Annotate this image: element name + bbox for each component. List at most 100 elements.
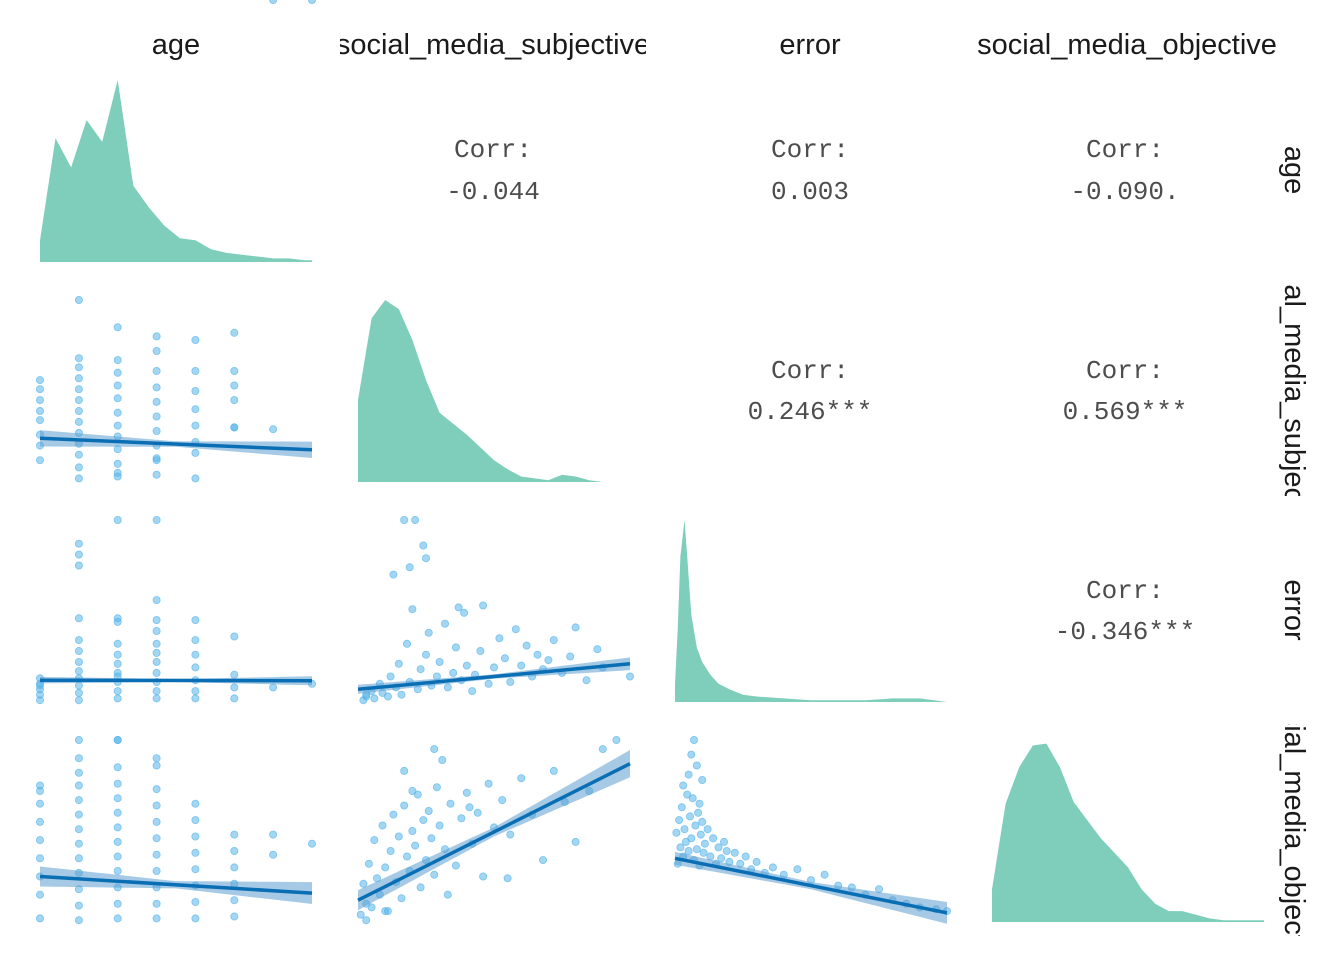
scatter-point	[720, 837, 729, 846]
scatter-point	[191, 663, 200, 672]
scatter-point	[413, 790, 422, 799]
scatter-point	[152, 914, 161, 923]
scatter-point	[113, 837, 122, 846]
scatter-point	[402, 852, 411, 861]
scatter-point	[113, 516, 122, 525]
density-age	[40, 80, 312, 262]
scatter-point	[74, 658, 83, 667]
scatter-point	[152, 383, 161, 392]
scatter-point	[269, 683, 278, 692]
column-label-social-media-subjective: social_media_subjective	[336, 29, 650, 61]
scatter-panel-2-0	[36, 516, 316, 705]
scatter-point	[152, 639, 161, 648]
scatter-point	[191, 474, 200, 483]
scatter-point	[113, 650, 122, 659]
scatter-point	[74, 839, 83, 848]
scatter-point	[703, 825, 712, 834]
scatter-point	[356, 910, 365, 919]
scatter-point	[593, 645, 602, 654]
scatter-point	[522, 641, 531, 650]
scatter-point	[74, 417, 83, 426]
scatter-point	[191, 694, 200, 703]
scatter-point	[700, 839, 709, 848]
scatter-point	[362, 916, 371, 925]
scatter-point	[36, 385, 45, 394]
scatter-point	[386, 847, 395, 856]
scatter-point	[113, 421, 122, 430]
scatter-point	[113, 687, 122, 696]
scatter-point	[152, 366, 161, 375]
scatter-point	[74, 796, 83, 805]
scatter-point	[191, 687, 200, 696]
scatter-point	[462, 788, 471, 797]
column-label-social-media-objective: social_media_objective	[977, 29, 1277, 61]
scatter-point	[421, 650, 430, 659]
scatter-point	[74, 781, 83, 790]
corr-label-error-social-media-objective: Corr:	[1086, 576, 1164, 606]
regression-line	[357, 662, 631, 692]
scatter-point	[402, 639, 411, 648]
scatter-point	[549, 766, 558, 775]
scatter-point	[752, 857, 761, 866]
density-social-media-objective	[992, 743, 1264, 922]
scatter-point	[191, 650, 200, 659]
scatter-point	[400, 766, 409, 775]
scatter-point	[539, 856, 548, 865]
scatter-point	[152, 470, 161, 479]
scatter-point	[74, 854, 83, 863]
scatter-point	[681, 837, 690, 846]
regression-line	[39, 436, 313, 452]
scatter-point	[269, 0, 278, 4]
scatter-point	[191, 865, 200, 874]
scatter-point	[191, 448, 200, 457]
scatter-point	[424, 628, 433, 637]
scatter-point	[533, 650, 542, 659]
scatter-point	[113, 852, 122, 861]
scatter-point	[191, 421, 200, 430]
scatter-point	[191, 832, 200, 841]
scatter-point	[443, 683, 452, 692]
scatter-point	[152, 426, 161, 435]
scatter-point	[152, 761, 161, 770]
scatter-point	[424, 807, 433, 816]
scatter-point	[74, 810, 83, 819]
scatter-panel-1-0	[36, 0, 316, 483]
scatter-point	[36, 817, 45, 826]
corr-label-age-error: Corr:	[771, 135, 849, 165]
scatter-point	[692, 845, 701, 854]
scatter-point	[74, 825, 83, 834]
scatter-point	[381, 863, 390, 872]
regression-line	[357, 762, 631, 902]
scatter-point	[370, 694, 379, 703]
scatter-point	[476, 647, 485, 656]
scatter-point	[230, 423, 239, 432]
corr-value-social-media-subjective-social-media-objective: 0.569***	[1063, 397, 1188, 427]
scatter-point	[411, 841, 420, 850]
scatter-point	[113, 459, 122, 468]
scatter-point	[416, 883, 425, 892]
scatter-point	[419, 816, 428, 825]
scatter-point	[381, 907, 390, 916]
scatter-point	[269, 850, 278, 859]
scatter-point	[113, 381, 122, 390]
scatter-point	[230, 896, 239, 905]
scatter-point	[676, 843, 685, 852]
scatter-point	[473, 808, 482, 817]
scatter-point	[408, 787, 417, 796]
scatter-point	[389, 810, 398, 819]
confidence-band	[675, 851, 947, 924]
scatter-point	[820, 870, 829, 879]
scatter-point	[397, 894, 406, 903]
scatter-panel-3-1	[356, 736, 631, 925]
scatter-point	[152, 801, 161, 810]
scatter-point	[549, 636, 558, 645]
scatter-point	[191, 386, 200, 395]
scatter-point	[432, 783, 441, 792]
scatter-point	[152, 596, 161, 605]
scatter-point	[74, 696, 83, 705]
scatter-point	[152, 687, 161, 696]
scatter-point	[684, 847, 693, 856]
scatter-point	[416, 665, 425, 674]
scatter-point	[74, 614, 83, 623]
corr-label-age-social-media-objective: Corr:	[1086, 135, 1164, 165]
